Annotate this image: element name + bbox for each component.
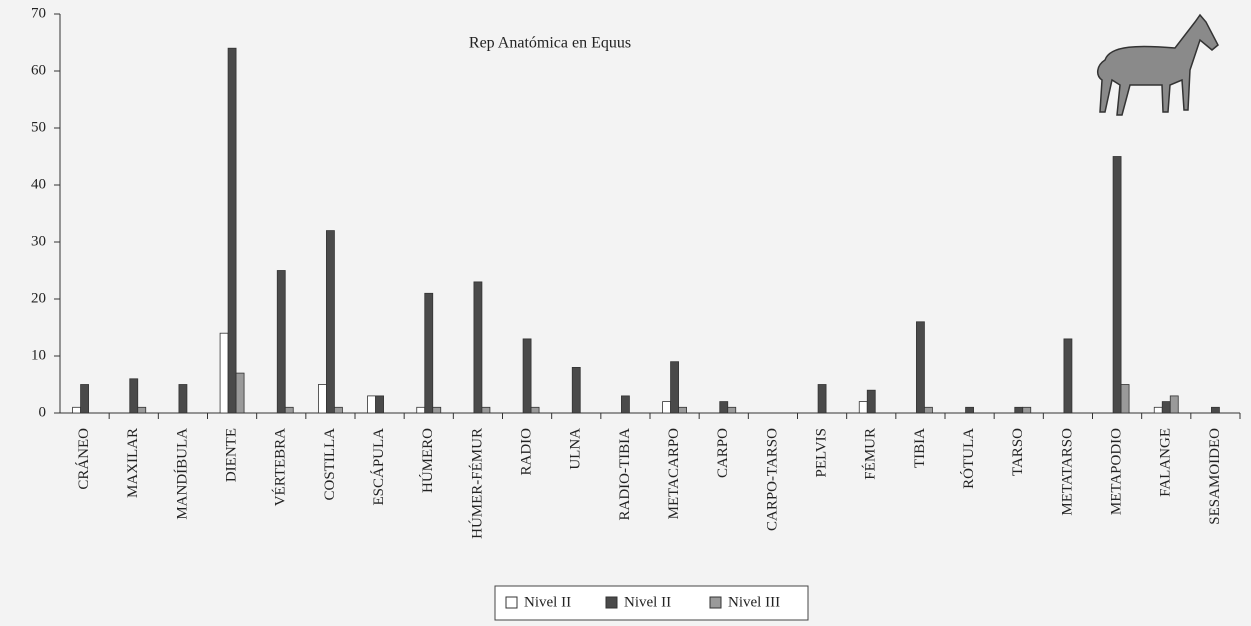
x-tick-label: METAPODIO [1109,428,1125,515]
bar [368,396,376,413]
bar [1023,407,1031,413]
x-tick-label: VÉRTEBRA [272,428,289,506]
x-tick-label: RÓTULA [960,428,977,489]
x-tick-label: HÚMERO [419,428,436,493]
y-tick-label: 30 [31,233,46,249]
y-tick-label: 60 [31,62,46,78]
bar [73,407,81,413]
chart: Rep Anatómica en Equus 0 10 20 30 40 50 60 70 CR… [0,0,1251,626]
bar [326,231,334,413]
y-tick-label: 0 [39,404,47,420]
bar [867,390,875,413]
x-tick-label: METACARPO [666,428,682,519]
bar [621,396,629,413]
x-tick-label: METATARSO [1059,428,1075,516]
bar [1064,339,1072,413]
x-tick-label: CARPO [715,428,731,478]
page: Rep Anatómica en Equus 0 10 20 30 40 50 60 70 CR… [0,0,1251,626]
bar [130,379,138,413]
x-tick-label: PELVIS [814,428,830,477]
x-tick-label: MAXILAR [125,428,141,498]
bar [1170,396,1178,413]
bar [433,407,441,413]
bar [1113,157,1121,414]
bar [179,385,187,414]
x-tick-label: COSTILLA [322,428,338,501]
bar [318,385,326,414]
bar [81,385,89,414]
x-tick-label: CARPO-TARSO [764,428,780,531]
bar [916,322,924,413]
bar [228,48,236,413]
x-tick-label: SESAMOIDEO [1207,428,1223,525]
bar [924,407,932,413]
bar [671,362,679,413]
y-tick-label: 70 [31,5,46,21]
bar [425,293,433,413]
bar [859,402,867,413]
x-tick-label: MANDÍBULA [173,428,190,520]
x-tick-label: DIENTE [224,428,240,482]
bar [679,407,687,413]
bar [572,367,580,413]
x-tick-label: RADIO [519,428,535,476]
x-tick-label: ULNA [568,428,584,470]
bar [1154,407,1162,413]
bar [1015,407,1023,413]
legend-label: Nivel II [624,594,671,610]
bar [334,407,342,413]
y-tick-label: 50 [31,119,46,135]
y-tick-label: 10 [31,347,46,363]
x-tick-label: RADIO-TIBIA [617,428,633,521]
x-tick-label: FALANGE [1158,428,1174,497]
bar [523,339,531,413]
chart-title: Rep Anatómica en Equus [469,35,631,52]
x-tick-label: ESCÁPULA [370,428,387,506]
bar [1121,385,1129,414]
bar [417,407,425,413]
x-tick-label: HÚMER-FÉMUR [468,428,485,539]
bar [277,271,285,414]
bar [376,396,384,413]
bar [474,282,482,413]
bar [138,407,146,413]
legend-label: Nivel II [524,594,571,610]
bar [663,402,671,413]
bar [1162,402,1170,413]
bar [236,373,244,413]
background [0,0,1251,626]
x-tick-label: TIBIA [912,428,928,468]
bar [482,407,490,413]
legend-swatch [506,597,517,608]
y-tick-label: 20 [31,290,46,306]
bar [818,385,826,414]
legend-label: Nivel III [728,594,780,610]
bar [1211,407,1219,413]
bar [966,407,974,413]
bar [720,402,728,413]
y-tick-label: 40 [31,176,46,192]
bar [220,333,228,413]
x-tick-label: CRÁNEO [75,428,92,490]
legend-swatch [606,597,617,608]
x-tick-label: FÉMUR [862,428,879,480]
bar [531,407,539,413]
bar [285,407,293,413]
bar [728,407,736,413]
x-tick-label: TARSO [1010,428,1026,476]
legend-swatch [710,597,721,608]
